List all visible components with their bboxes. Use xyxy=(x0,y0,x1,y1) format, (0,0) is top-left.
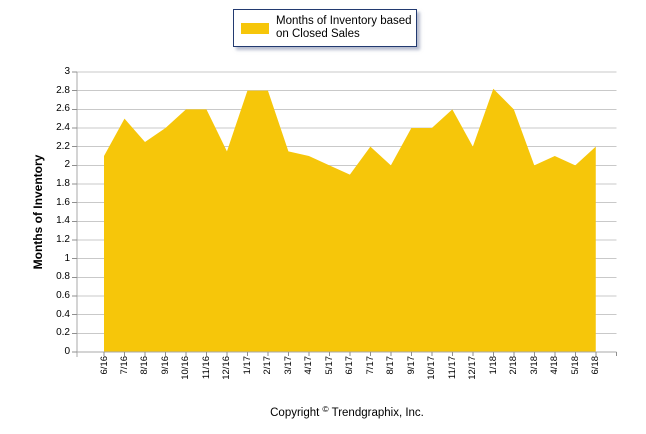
x-tick-label-text: 11/16 xyxy=(200,356,212,380)
x-tick-label-text: 8/16 xyxy=(139,356,151,375)
y-tick-label: 0.6 xyxy=(56,290,70,301)
x-tick-label-text: 1/18 xyxy=(487,356,499,375)
y-tick-label: 1.8 xyxy=(56,178,70,189)
x-tick-label-text: 7/17 xyxy=(364,356,376,375)
x-tick-label-text: 2/17 xyxy=(262,356,274,375)
y-tick-label: 0.2 xyxy=(56,327,70,339)
x-tick-label-text: 7/16 xyxy=(118,356,130,375)
legend-label: Months of Inventory based on Closed Sale… xyxy=(276,15,412,40)
x-tick-label: 6/18 xyxy=(590,356,602,398)
x-tick-label: 2/17 xyxy=(262,356,274,398)
x-tick-label: 8/17 xyxy=(385,356,397,398)
x-tick-label-text: 6/16 xyxy=(98,356,110,375)
x-tick-label: 2/18 xyxy=(508,356,520,398)
y-axis-title: Months of Inventory xyxy=(31,154,45,270)
x-tick-label-text: 11/17 xyxy=(446,356,458,380)
x-tick-label: 10/17 xyxy=(426,356,438,398)
x-tick-label: 1/17 xyxy=(241,356,253,398)
y-tick-label: 2.8 xyxy=(56,84,70,96)
x-tick-label: 10/16 xyxy=(180,356,192,398)
x-tick-label: 11/17 xyxy=(446,356,458,398)
x-tick-label: 11/16 xyxy=(200,356,212,398)
x-tick-label: 7/17 xyxy=(364,356,376,398)
x-tick-label: 5/18 xyxy=(569,356,581,398)
x-tick-label-text: 4/17 xyxy=(303,356,315,375)
x-tick-label-text: 8/17 xyxy=(385,356,397,375)
x-tick-label-text: 4/18 xyxy=(549,356,561,375)
x-tick-label: 12/16 xyxy=(221,356,233,398)
y-tick-label: 0.8 xyxy=(56,271,70,283)
copyright-prefix: Copyright xyxy=(270,407,320,419)
x-tick-label: 6/17 xyxy=(344,356,356,398)
x-tick-label: 4/17 xyxy=(303,356,315,398)
y-tick-label: 1.2 xyxy=(56,234,70,245)
y-tick-label: 2.6 xyxy=(56,103,70,115)
x-tick-label: 6/16 xyxy=(98,356,110,398)
x-tick-label-text: 3/18 xyxy=(528,356,540,375)
y-tick-label: 1.6 xyxy=(56,196,70,208)
y-tick-label: 1.4 xyxy=(56,215,70,227)
chart-legend: Months of Inventory based on Closed Sale… xyxy=(233,9,417,47)
x-tick-label-text: 5/18 xyxy=(569,356,581,375)
copyright-company: Trendgraphix, Inc. xyxy=(331,407,424,419)
x-tick-label: 8/16 xyxy=(139,356,151,398)
x-tick-label-text: 9/17 xyxy=(405,356,417,375)
x-tick-label-text: 5/17 xyxy=(323,356,335,375)
y-tick-label: 2.2 xyxy=(56,140,70,152)
x-tick-label: 1/18 xyxy=(487,356,499,398)
x-tick-label: 3/18 xyxy=(528,356,540,398)
x-tick-label: 4/18 xyxy=(549,356,561,398)
x-tick-label-text: 9/16 xyxy=(159,356,171,375)
x-tick-label-text: 12/16 xyxy=(221,356,233,380)
area-series xyxy=(104,88,596,353)
x-tick-label: 7/16 xyxy=(118,356,130,398)
x-tick-label: 12/17 xyxy=(467,356,479,398)
x-tick-label-text: 6/18 xyxy=(590,356,602,375)
x-tick-label-text: 3/17 xyxy=(282,356,294,375)
y-tick-label: 0 xyxy=(64,346,70,357)
y-tick-label: 2 xyxy=(64,159,70,171)
x-tick-label: 9/16 xyxy=(159,356,171,398)
y-tick-label: 1 xyxy=(64,252,70,264)
x-tick-label-text: 6/17 xyxy=(344,356,356,375)
y-tick-label: 2.4 xyxy=(56,122,70,133)
legend-swatch xyxy=(241,22,269,34)
inventory-area-chart xyxy=(72,71,617,357)
x-tick-label-text: 1/17 xyxy=(241,356,253,375)
x-tick-label-text: 10/16 xyxy=(180,356,192,380)
copyright-symbol: © xyxy=(322,404,329,414)
x-tick-label: 5/17 xyxy=(323,356,335,398)
x-tick-label-text: 2/18 xyxy=(508,356,520,375)
y-tick-label: 3 xyxy=(64,66,70,77)
y-tick-label: 0.4 xyxy=(56,308,70,320)
copyright-text: Copyright © Trendgraphix, Inc. xyxy=(77,404,617,419)
x-tick-label-text: 10/17 xyxy=(426,356,438,380)
x-tick-label: 3/17 xyxy=(282,356,294,398)
x-tick-label: 9/17 xyxy=(405,356,417,398)
x-tick-label-text: 12/17 xyxy=(467,356,479,380)
